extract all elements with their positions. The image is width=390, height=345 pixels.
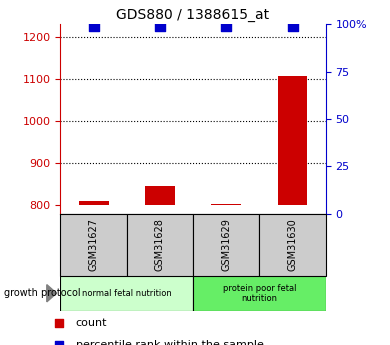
- FancyBboxPatch shape: [193, 276, 326, 310]
- Text: GSM31629: GSM31629: [221, 218, 231, 272]
- Text: count: count: [76, 318, 107, 328]
- Title: GDS880 / 1388615_at: GDS880 / 1388615_at: [117, 8, 269, 22]
- Point: [289, 23, 296, 29]
- Text: percentile rank within the sample: percentile rank within the sample: [76, 341, 264, 345]
- Bar: [79, 201, 108, 206]
- Text: normal fetal nutrition: normal fetal nutrition: [82, 289, 172, 298]
- Text: growth protocol: growth protocol: [4, 288, 80, 298]
- FancyBboxPatch shape: [127, 214, 193, 276]
- FancyBboxPatch shape: [60, 276, 193, 310]
- Bar: [145, 186, 175, 206]
- Point: [56, 320, 62, 326]
- Bar: [278, 76, 307, 206]
- Point: [223, 23, 229, 29]
- Text: GSM31627: GSM31627: [89, 218, 99, 272]
- FancyBboxPatch shape: [193, 214, 259, 276]
- Text: GSM31630: GSM31630: [287, 219, 298, 271]
- Point: [157, 23, 163, 29]
- Text: protein poor fetal
nutrition: protein poor fetal nutrition: [223, 284, 296, 303]
- Text: GSM31628: GSM31628: [155, 218, 165, 272]
- Point: [56, 343, 62, 345]
- FancyBboxPatch shape: [60, 214, 127, 276]
- FancyBboxPatch shape: [259, 214, 326, 276]
- Bar: [211, 204, 241, 206]
- Point: [90, 23, 97, 29]
